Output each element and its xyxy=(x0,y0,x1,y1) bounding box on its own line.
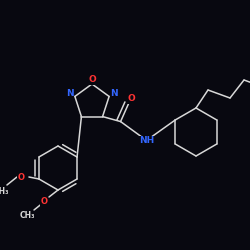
Text: O: O xyxy=(88,76,96,84)
Text: O: O xyxy=(40,198,48,206)
Text: O: O xyxy=(18,172,24,182)
Text: O: O xyxy=(128,94,136,103)
Text: N: N xyxy=(110,89,118,98)
Text: NH: NH xyxy=(139,136,154,145)
Text: CH₃: CH₃ xyxy=(19,212,35,220)
Text: N: N xyxy=(66,89,74,98)
Text: CH₃: CH₃ xyxy=(0,186,9,196)
